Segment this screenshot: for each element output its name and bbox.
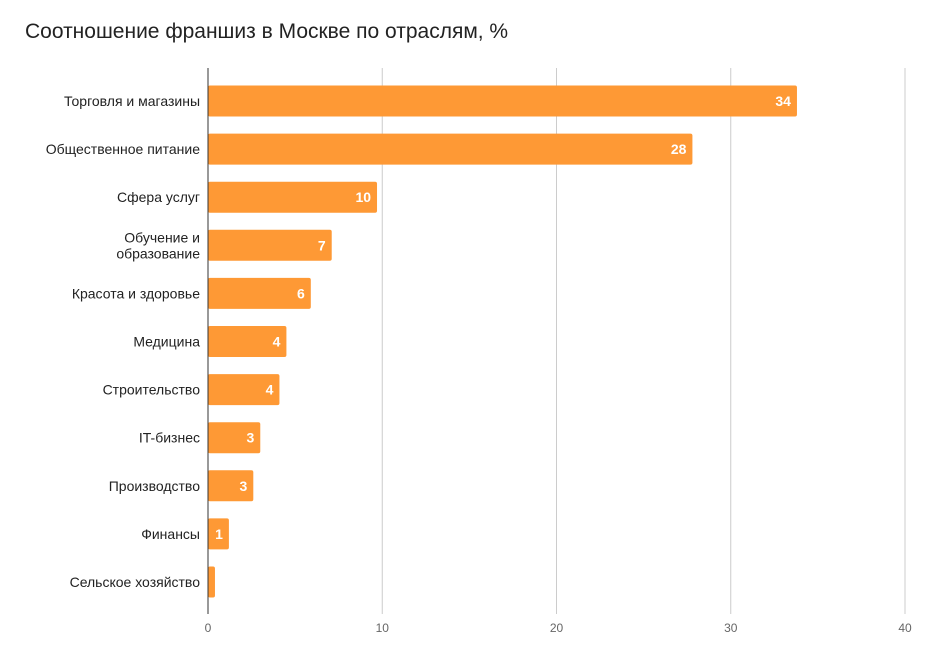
data-label-3: 7 [318, 237, 326, 253]
category-label-9: Финансы [141, 526, 200, 542]
category-label-5: Медицина [133, 334, 200, 350]
category-label-4: Красота и здоровье [72, 285, 200, 301]
x-tick-label-1: 10 [376, 621, 390, 635]
data-label-2: 10 [355, 189, 371, 205]
category-label-1: Общественное питание [46, 141, 200, 157]
category-label-7: IT-бизнес [139, 430, 200, 446]
category-label-0: Торговля и магазины [64, 93, 200, 109]
category-label-3: Обучение и образование [116, 229, 200, 261]
bar-6 [208, 374, 280, 406]
bar-3 [208, 229, 332, 261]
bar-9 [208, 518, 229, 550]
bar-2 [208, 181, 378, 213]
bar-1 [208, 133, 693, 165]
data-label-4: 6 [297, 285, 305, 301]
bar-10 [208, 566, 215, 598]
chart-title: Соотношение франшиз в Москве по отраслям… [25, 20, 509, 43]
data-label-9: 1 [215, 526, 223, 542]
x-tick-label-2: 20 [550, 621, 564, 635]
bar-0 [208, 85, 797, 117]
bar-8 [208, 470, 254, 502]
category-label-10: Сельское хозяйство [70, 574, 201, 590]
data-label-1: 28 [671, 141, 687, 157]
category-label-6: Строительство [103, 382, 201, 398]
bar-5 [208, 326, 287, 357]
bar-7 [208, 422, 261, 454]
data-label-0: 34 [775, 93, 791, 109]
data-label-6: 4 [266, 382, 274, 398]
x-tick-label-3: 30 [724, 621, 738, 635]
data-label-7: 3 [246, 430, 254, 446]
data-label-8: 3 [240, 478, 248, 494]
category-label-2: Сфера услуг [117, 189, 200, 205]
data-label-5: 4 [273, 334, 281, 350]
category-label-8: Производство [109, 478, 200, 494]
x-tick-label-0: 0 [205, 621, 212, 635]
x-tick-label-4: 40 [898, 621, 912, 635]
bar-4 [208, 277, 311, 309]
